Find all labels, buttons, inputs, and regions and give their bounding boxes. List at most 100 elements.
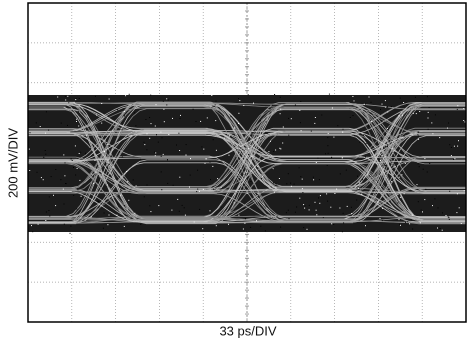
- noise-dot: [109, 175, 110, 176]
- noise-dot: [30, 132, 31, 133]
- noise-dot: [150, 95, 151, 96]
- noise-dot: [48, 130, 49, 131]
- noise-dot: [168, 134, 169, 135]
- noise-dot: [238, 215, 239, 216]
- noise-dot: [253, 103, 254, 104]
- noise-dot: [57, 97, 58, 98]
- noise-dot: [449, 219, 450, 220]
- noise-dot: [120, 195, 121, 196]
- noise-dot: [156, 104, 157, 105]
- noise-dot: [440, 228, 441, 229]
- noise-dot: [140, 159, 141, 160]
- noise-dot: [350, 117, 351, 118]
- noise-dot: [60, 179, 61, 180]
- noise-dot: [158, 142, 159, 143]
- noise-dot: [273, 182, 274, 183]
- noise-dot: [425, 189, 426, 190]
- noise-dot: [75, 145, 76, 146]
- noise-dot: [96, 115, 97, 116]
- noise-dot: [399, 224, 400, 225]
- x-axis-label: 33 ps/DIV: [219, 323, 276, 338]
- noise-dot: [41, 177, 42, 178]
- noise-dot: [267, 133, 268, 134]
- noise-dot: [202, 228, 203, 229]
- noise-dot: [448, 216, 449, 217]
- noise-dot: [431, 122, 432, 123]
- noise-dot: [295, 212, 296, 213]
- noise-dot: [97, 201, 98, 202]
- noise-dot: [313, 177, 314, 178]
- noise-dot: [396, 190, 397, 191]
- noise-dot: [216, 150, 217, 151]
- noise-dot: [291, 118, 292, 119]
- noise-dot: [340, 173, 341, 174]
- noise-dot: [442, 212, 443, 213]
- noise-dot: [439, 137, 440, 138]
- noise-dot: [301, 130, 302, 131]
- noise-dot: [380, 109, 381, 110]
- noise-dot: [380, 184, 381, 185]
- noise-dot: [245, 218, 246, 219]
- noise-dot: [206, 158, 207, 159]
- noise-dot: [449, 144, 450, 145]
- noise-dot: [163, 109, 164, 110]
- noise-dot: [98, 175, 99, 176]
- noise-dot: [144, 196, 145, 197]
- noise-dot: [290, 183, 291, 184]
- noise-dot: [300, 101, 301, 102]
- noise-dot: [429, 163, 430, 164]
- noise-dot: [404, 193, 405, 194]
- noise-dot: [135, 125, 136, 126]
- noise-dot: [316, 162, 317, 163]
- noise-dot: [127, 181, 128, 182]
- noise-dot: [391, 181, 392, 182]
- noise-dot: [128, 200, 129, 201]
- noise-dot: [279, 148, 280, 149]
- noise-dot: [36, 122, 37, 123]
- noise-dot: [228, 224, 229, 225]
- noise-dot: [359, 131, 360, 132]
- noise-dot: [330, 207, 331, 208]
- noise-dot: [243, 229, 244, 230]
- noise-dot: [134, 213, 135, 214]
- noise-dot: [240, 147, 241, 148]
- noise-dot: [396, 166, 397, 167]
- noise-dot: [260, 120, 261, 121]
- noise-dot: [63, 189, 64, 190]
- noise-dot: [309, 209, 310, 210]
- noise-dot: [438, 207, 439, 208]
- noise-dot: [66, 183, 67, 184]
- noise-dot: [288, 210, 289, 211]
- noise-dot: [353, 115, 354, 116]
- noise-dot: [154, 152, 155, 153]
- noise-dot: [417, 134, 418, 135]
- noise-dot: [342, 157, 343, 158]
- noise-dot: [405, 163, 406, 164]
- noise-dot: [146, 149, 147, 150]
- noise-dot: [280, 109, 281, 110]
- noise-dot: [238, 123, 239, 124]
- noise-dot: [45, 150, 46, 151]
- noise-dot: [382, 155, 383, 156]
- noise-dot: [427, 96, 428, 97]
- noise-dot: [427, 172, 428, 173]
- eye-diagram: [0, 94, 469, 235]
- noise-dot: [333, 224, 334, 225]
- noise-dot: [95, 172, 96, 173]
- noise-dot: [76, 119, 77, 120]
- noise-dot: [395, 166, 396, 167]
- noise-dot: [126, 171, 127, 172]
- noise-dot: [401, 174, 402, 175]
- noise-dot: [199, 209, 200, 210]
- noise-dot: [234, 128, 235, 129]
- noise-dot: [457, 193, 458, 194]
- noise-dot: [31, 225, 32, 226]
- noise-dot: [400, 98, 401, 99]
- noise-dot: [417, 184, 418, 185]
- noise-dot: [213, 189, 214, 190]
- noise-dot: [274, 192, 275, 193]
- noise-dot: [286, 212, 287, 213]
- noise-dot: [215, 120, 216, 121]
- noise-dot: [203, 189, 204, 190]
- noise-dot: [248, 148, 249, 149]
